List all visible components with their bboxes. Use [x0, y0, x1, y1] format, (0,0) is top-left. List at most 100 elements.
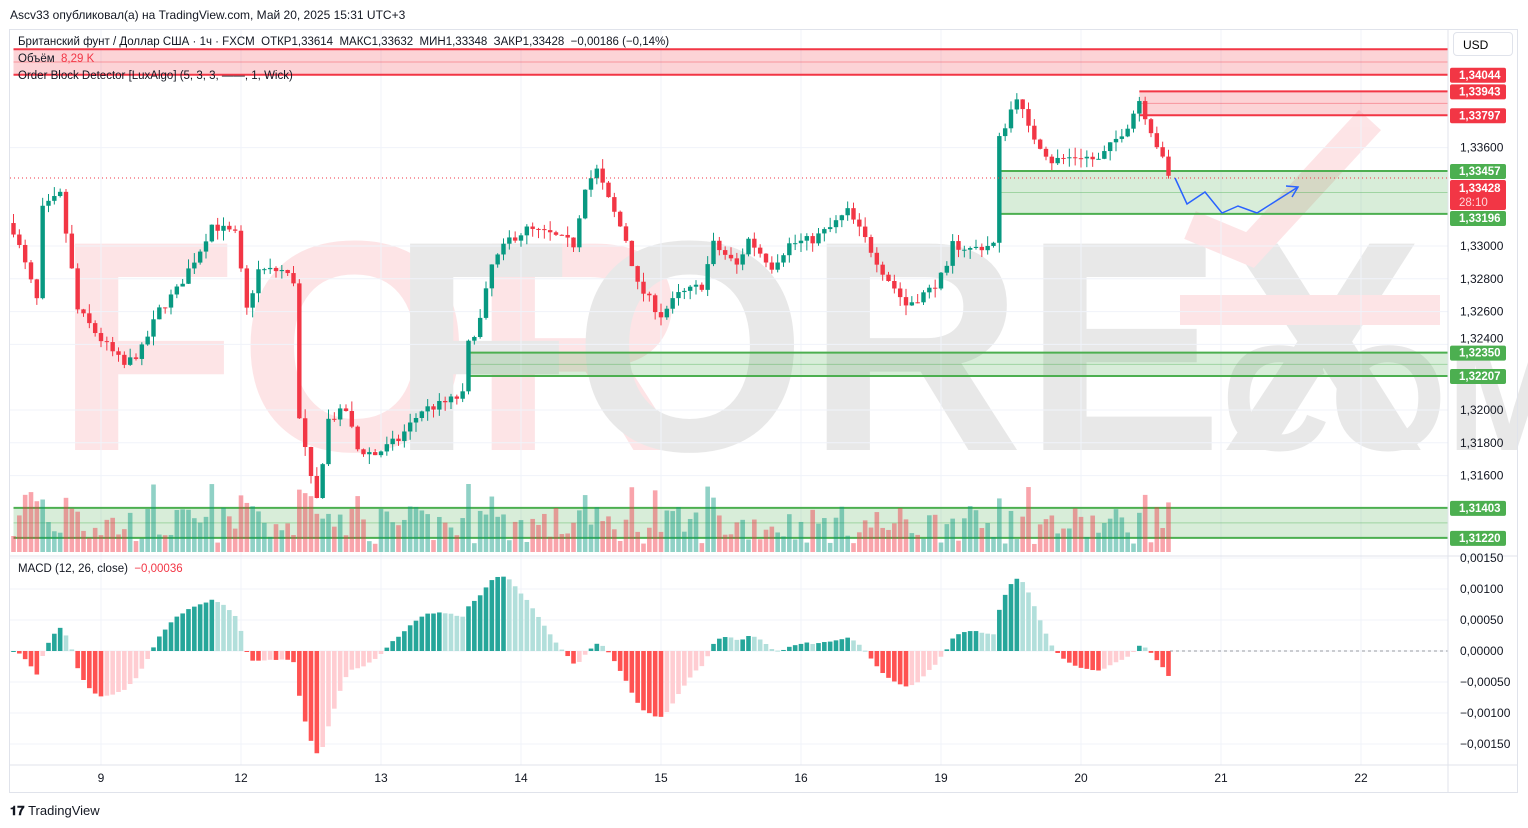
candle-body — [670, 298, 675, 309]
candle-body — [390, 438, 395, 445]
candle — [1090, 152, 1095, 167]
low-value: 1,33348 — [445, 36, 488, 48]
candle — [868, 234, 874, 258]
candle — [57, 188, 63, 198]
macd-bar — [122, 651, 127, 690]
candle — [495, 253, 500, 268]
candle — [822, 227, 827, 242]
macd-bar — [332, 651, 337, 709]
macd-bar — [880, 651, 885, 674]
candle-body — [139, 344, 145, 359]
volume-bar — [1148, 542, 1154, 552]
volume-bar — [22, 494, 28, 552]
low-label: МИН — [419, 36, 446, 48]
candle-body — [734, 258, 740, 265]
candle — [594, 164, 600, 185]
volume-bar — [127, 512, 133, 552]
candle — [565, 226, 570, 247]
time-axis[interactable]: 9 12 13 14 15 16 19 20 21 22 — [98, 771, 1368, 785]
currency-button[interactable]: USD — [1453, 32, 1513, 56]
candle — [839, 214, 845, 228]
candle-body — [862, 226, 868, 238]
macd-bar — [816, 643, 821, 651]
volume-bar — [361, 519, 366, 552]
macd-bar — [833, 640, 839, 651]
candle — [372, 448, 378, 456]
price-label-bg — [1450, 211, 1506, 227]
volume-bar — [740, 519, 745, 552]
macd-bar — [1020, 582, 1025, 651]
candle — [209, 224, 215, 243]
candle — [192, 253, 197, 274]
macd-bar — [874, 651, 880, 667]
volume-bar — [396, 525, 401, 552]
macd-tick: 0,00100 — [1460, 582, 1504, 596]
candle — [244, 265, 250, 315]
candle-body — [845, 208, 850, 216]
candle — [477, 309, 483, 339]
candle-body — [571, 237, 576, 248]
indicator-legend[interactable]: Order Block Detector [LuxAlgo] (5, 3, 3,… — [18, 70, 293, 82]
candle-body — [314, 476, 320, 498]
volume-bar — [565, 533, 570, 552]
candle — [612, 192, 617, 218]
candle-body — [320, 464, 325, 498]
tradingview-logo[interactable]: 𝟏𝟕 TradingView — [10, 803, 100, 819]
candle — [600, 159, 605, 190]
candle — [1137, 96, 1142, 122]
candle — [267, 258, 273, 274]
candle — [670, 291, 675, 314]
volume-bar — [944, 524, 950, 552]
volume-bar — [57, 532, 63, 552]
macd-bar — [728, 637, 734, 651]
candle-body — [437, 400, 442, 410]
candle-body — [641, 281, 646, 294]
candle — [507, 230, 512, 250]
candle — [1096, 152, 1101, 160]
volume-bar — [367, 541, 372, 552]
macd-bar — [472, 600, 477, 651]
candle — [658, 303, 664, 326]
candle — [798, 233, 804, 252]
candle-body — [22, 244, 28, 263]
volume-bar — [804, 542, 810, 552]
candle-body — [868, 237, 874, 253]
macd-legend[interactable]: MACD (12, 26, close) −0,00036 — [18, 563, 183, 575]
candle-body — [332, 418, 337, 420]
symbol-legend[interactable]: Британский фунт / Доллар США · 1ч · FXCM… — [18, 36, 669, 48]
volume-bar — [384, 511, 390, 552]
candle — [419, 410, 425, 422]
price-label-bull: 1,33457 — [1450, 164, 1506, 180]
volume-bar — [1055, 533, 1060, 552]
volume-legend[interactable]: Объём 8,29 K — [18, 53, 94, 65]
candle-body — [752, 238, 757, 248]
candle-body — [256, 269, 261, 294]
macd-bar — [746, 636, 751, 651]
volume-bar — [285, 523, 290, 552]
macd-bar — [1148, 651, 1154, 653]
candle-body — [203, 241, 209, 252]
candle-body — [501, 243, 506, 255]
candle — [361, 448, 366, 457]
macd-bar — [1072, 651, 1078, 666]
volume-bar — [75, 511, 80, 552]
volume-bar — [956, 540, 961, 552]
macd-bar — [792, 645, 798, 651]
price-label-bg — [1450, 369, 1506, 385]
macd-bar — [40, 651, 45, 657]
candle — [792, 234, 798, 251]
candle-body — [699, 284, 705, 290]
macd-tick: 0,00150 — [1460, 551, 1504, 565]
candle-body — [1154, 133, 1160, 148]
candle-body — [69, 233, 75, 269]
candle-body — [600, 168, 605, 183]
price-label-bg — [1450, 345, 1506, 361]
macd-bar — [209, 599, 215, 651]
macd-bar — [1119, 651, 1125, 660]
price-axis[interactable]: 1,33600 1,33000 1,32800 1,32600 1,32400 1,320… — [1460, 141, 1511, 751]
candle-body — [162, 307, 168, 309]
macd-bar — [448, 613, 454, 651]
macd-bar — [1113, 651, 1119, 663]
volume-bar — [250, 506, 255, 552]
